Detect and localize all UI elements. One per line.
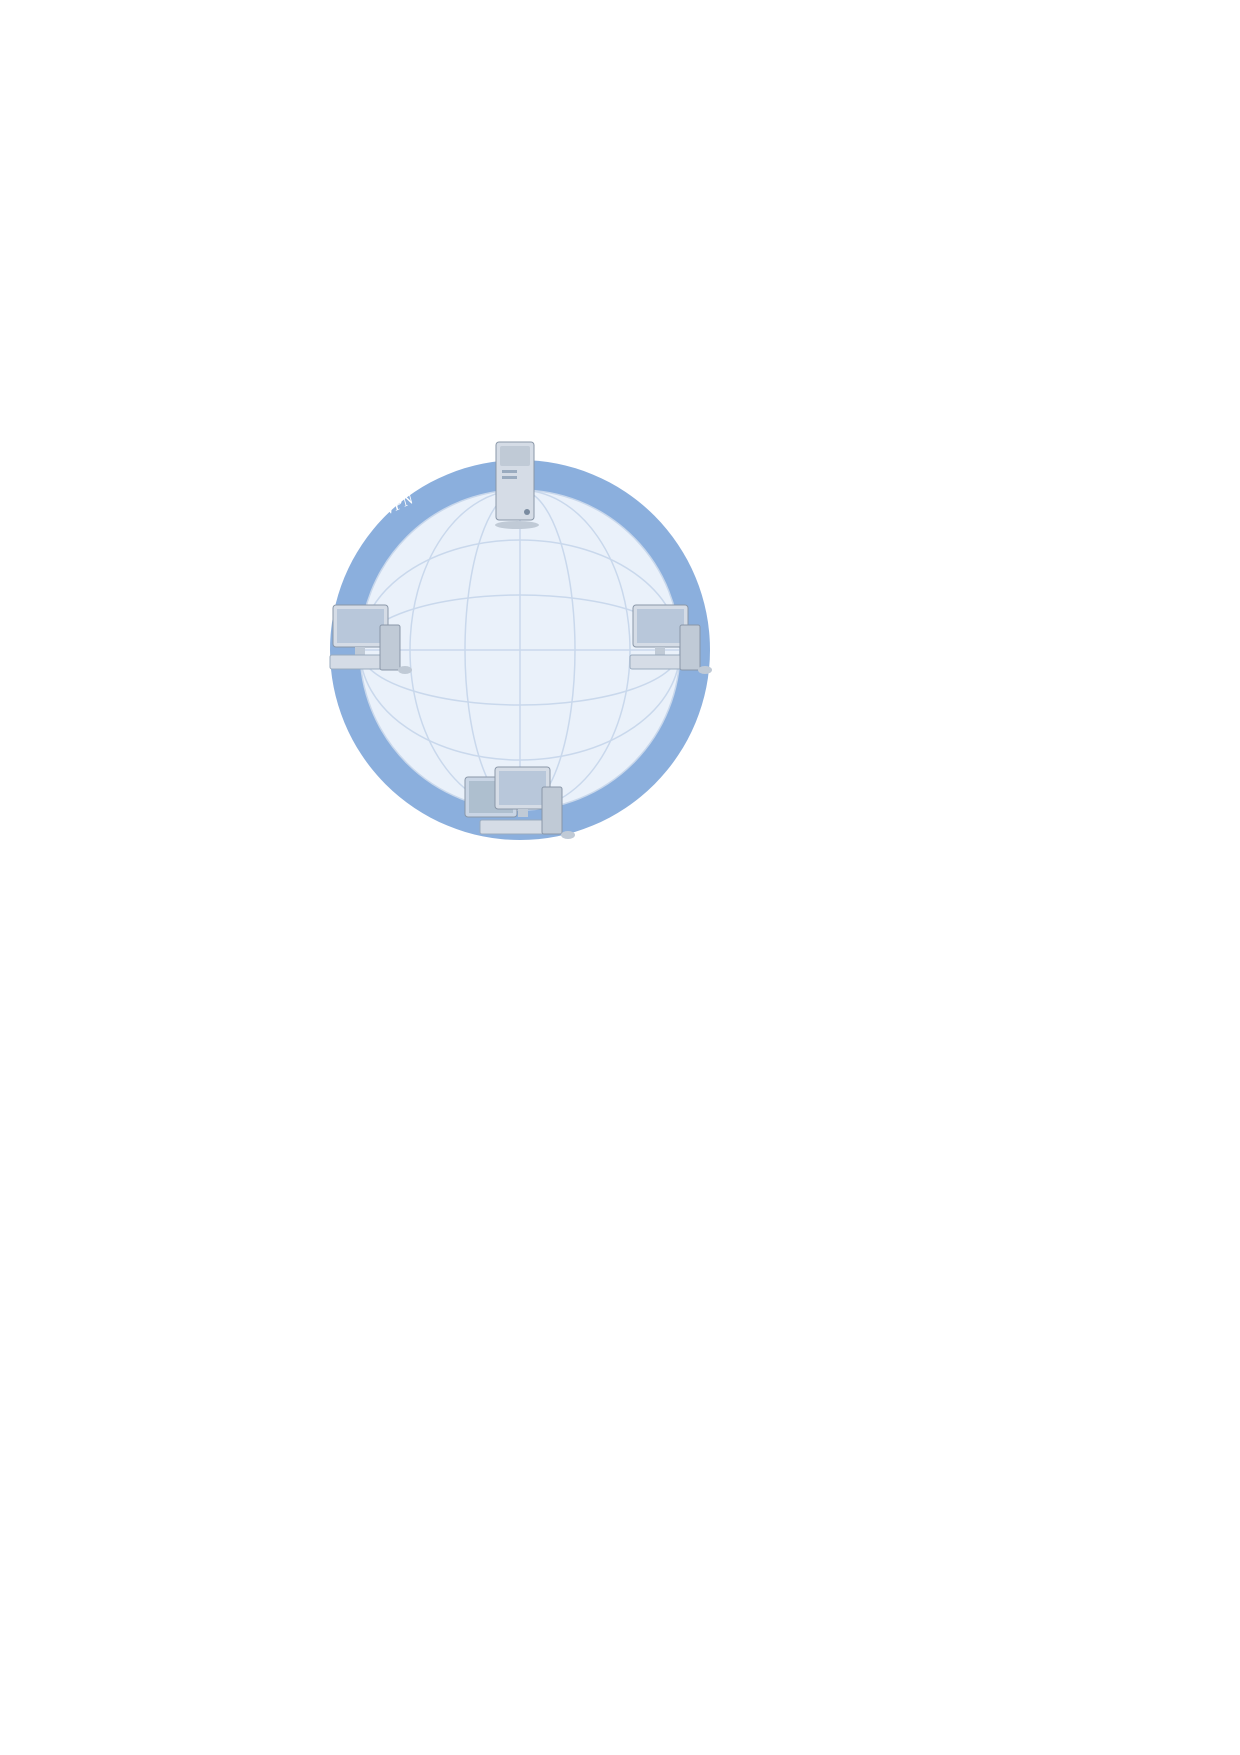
network-diagram: VPN [170,400,870,930]
page-container: VPN [110,0,1130,1755]
branch-pc-icon [625,600,715,680]
server-icon [490,440,545,530]
remote-pc-icon [460,765,580,850]
title-block [110,155,650,157]
partner-pc-icon [325,600,415,680]
